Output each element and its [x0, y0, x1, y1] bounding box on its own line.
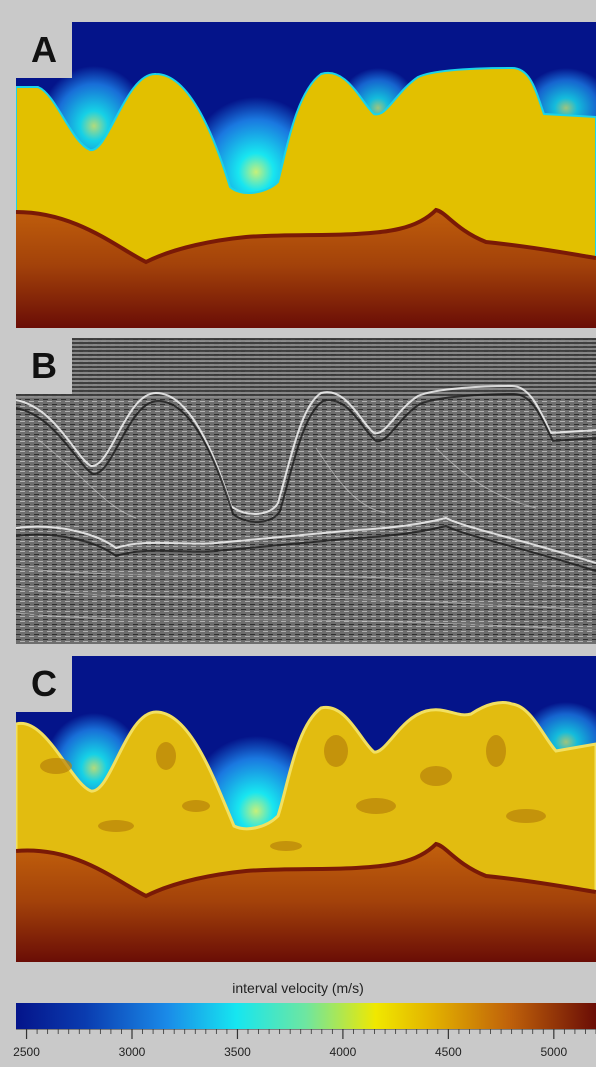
tick-label: 5000 — [540, 1045, 568, 1059]
velocity-model-c-image — [16, 656, 596, 962]
panel-label-a: A — [16, 22, 72, 78]
velocity-model-panel-c: C — [16, 656, 596, 962]
tick-label: 3500 — [224, 1045, 251, 1059]
colorbar-gradient — [16, 1003, 596, 1029]
tick-label: 2500 — [13, 1045, 40, 1059]
seismic-image-panel-b: B — [16, 338, 596, 644]
colorbar-ticks — [16, 1029, 596, 1039]
tick-label: 4500 — [435, 1045, 462, 1059]
tick-label: 3000 — [118, 1045, 146, 1059]
velocity-model-a-image — [16, 22, 596, 328]
velocity-model-panel-a: A — [16, 22, 596, 328]
panel-label-b: B — [16, 338, 72, 394]
seismic-image-b — [16, 338, 596, 644]
colorbar — [16, 1003, 596, 1029]
panel-label-c: C — [16, 656, 72, 712]
colorbar-title: interval velocity (m/s) — [232, 980, 364, 996]
tick-label: 4000 — [329, 1045, 357, 1059]
